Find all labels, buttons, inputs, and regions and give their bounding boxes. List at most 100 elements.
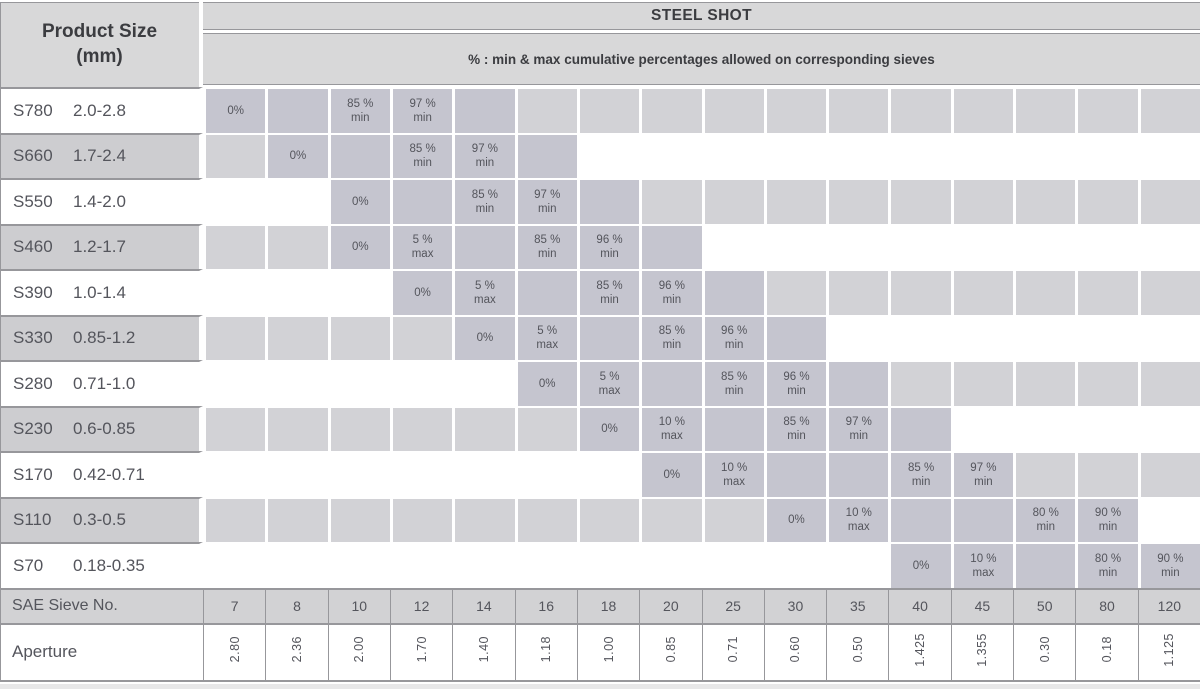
sae-sieve-row-label: SAE Sieve No. bbox=[0, 587, 203, 623]
row-s230: S230 0.6-0.85 0% 10 % max 85 % min 97 % min bbox=[0, 405, 1200, 451]
spec-cell bbox=[327, 496, 390, 542]
aperture-value: 1.125 bbox=[1162, 632, 1177, 667]
spec-cell bbox=[1137, 496, 1200, 542]
header-row-subtitle: % : min & max cumulative percentages all… bbox=[0, 33, 1200, 87]
spec-cell: 80 % min bbox=[1075, 542, 1138, 588]
spec-cell: 0% bbox=[327, 223, 390, 269]
spec-cell: 0% bbox=[327, 178, 390, 224]
spec-cell: 90 % min bbox=[1137, 542, 1200, 588]
spec-cell-line: 0% bbox=[289, 150, 307, 163]
spec-cell-line: 0% bbox=[227, 104, 244, 117]
spec-cell-line: 5 % bbox=[474, 279, 495, 292]
product-code: S780 bbox=[13, 100, 53, 120]
table-title: STEEL SHOT bbox=[203, 0, 1200, 33]
spec-cell bbox=[950, 132, 1014, 178]
product-cell: S230 0.6-0.85 bbox=[0, 405, 203, 451]
spec-cell bbox=[452, 87, 515, 133]
spec-cell-line: min bbox=[974, 475, 993, 488]
sae-sieve-number-cell: 80 bbox=[1075, 587, 1138, 623]
spec-cell-line: max bbox=[723, 475, 746, 488]
product-code: S660 bbox=[13, 146, 53, 166]
spec-cell bbox=[639, 132, 702, 178]
spec-cell-line: 85 % bbox=[783, 416, 810, 429]
spec-cell-line: max bbox=[660, 430, 683, 443]
spec-cell bbox=[826, 223, 889, 269]
spec-cell-line: max bbox=[411, 248, 434, 261]
spec-cell bbox=[950, 178, 1014, 224]
spec-cell bbox=[950, 314, 1014, 360]
spec-cell bbox=[701, 542, 764, 588]
spec-cell-line: min bbox=[413, 111, 432, 124]
spec-cell: 90 % min bbox=[1075, 496, 1138, 542]
spec-cell bbox=[950, 360, 1014, 406]
product-code: S70 bbox=[13, 555, 44, 575]
spec-cell bbox=[576, 542, 640, 588]
spec-cell: 0% bbox=[389, 269, 453, 315]
row-s390: S390 1.0-1.4 0% 5 % max 85 % min 96 % min bbox=[0, 269, 1200, 315]
spec-cell: 96 % min bbox=[639, 269, 702, 315]
spec-cell: 85 % min bbox=[452, 178, 515, 224]
aperture-value-cell: 2.36 bbox=[265, 622, 328, 682]
spec-cell bbox=[514, 87, 577, 133]
spec-cell-line: 96 % bbox=[783, 370, 810, 383]
spec-cell bbox=[763, 178, 827, 224]
spec-cell: 85 % min bbox=[639, 314, 702, 360]
spec-cell bbox=[1075, 87, 1138, 133]
spec-cell bbox=[950, 269, 1014, 315]
spec-cell bbox=[1137, 314, 1200, 360]
spec-cell bbox=[1075, 451, 1138, 497]
spec-cell: 10 % max bbox=[639, 405, 702, 451]
spec-cell-line: 10 % bbox=[845, 507, 872, 520]
spec-cell-line: 97 % bbox=[845, 416, 872, 429]
spec-cell bbox=[389, 451, 453, 497]
spec-cell-line: 85 % bbox=[471, 188, 499, 201]
spec-cell bbox=[389, 314, 453, 360]
product-size-range: 0.85-1.2 bbox=[73, 328, 136, 348]
product-cell: S460 1.2-1.7 bbox=[0, 223, 203, 269]
spec-cell: 96 % min bbox=[576, 223, 640, 269]
product-cell: S170 0.42-0.71 bbox=[0, 451, 203, 497]
spec-cell-line: 90 % bbox=[1094, 507, 1122, 520]
spec-cell bbox=[888, 405, 951, 451]
sae-sieve-number-cell: 18 bbox=[576, 587, 640, 623]
aperture-value: 2.80 bbox=[227, 636, 242, 663]
spec-cell-line: min bbox=[1161, 566, 1180, 579]
spec-cell: 5 % max bbox=[452, 269, 515, 315]
spec-cell: 85 % min bbox=[389, 132, 453, 178]
spec-cell bbox=[327, 405, 390, 451]
aperture-value-cell: 2.00 bbox=[327, 622, 390, 682]
spec-cell-line: 5 % bbox=[599, 370, 620, 383]
spec-cell bbox=[1075, 223, 1138, 269]
spec-cell-line: 0% bbox=[414, 286, 431, 299]
spec-cell bbox=[452, 496, 515, 542]
spec-cell bbox=[639, 496, 702, 542]
row-s550: S550 1.4-2.0 0% 85 % min 97 % min bbox=[0, 178, 1200, 224]
product-size-range: 1.2-1.7 bbox=[73, 237, 126, 257]
aperture-value-cell: 0.60 bbox=[763, 622, 827, 682]
aperture-value-cell: 1.70 bbox=[389, 622, 453, 682]
row-s70: S70 0.18-0.35 0% 10 % max 80 % min 90 % min bbox=[0, 542, 1200, 588]
spec-cell bbox=[514, 496, 577, 542]
spec-cell-line: 96 % bbox=[658, 279, 685, 292]
aperture-value-cell: 1.425 bbox=[888, 622, 951, 682]
aperture-value-cell: 0.50 bbox=[826, 622, 889, 682]
spec-cell bbox=[701, 405, 764, 451]
spec-cell bbox=[639, 178, 702, 224]
spec-cell: 80 % min bbox=[1013, 496, 1076, 542]
spec-cell bbox=[514, 132, 577, 178]
spec-cell bbox=[576, 496, 640, 542]
aperture-value: 0.50 bbox=[850, 636, 865, 663]
aperture-value: 0.60 bbox=[788, 636, 803, 663]
spec-cell bbox=[576, 87, 640, 133]
product-size-range: 0.3-0.5 bbox=[73, 510, 126, 530]
aperture-value-cell: 0.85 bbox=[639, 622, 702, 682]
spec-cell-line: 85 % bbox=[347, 97, 374, 110]
spec-cell: 0% bbox=[514, 360, 577, 406]
spec-cell-line: 80 % bbox=[1094, 552, 1122, 565]
spec-cell bbox=[888, 496, 951, 542]
aperture-value-cell: 1.125 bbox=[1137, 622, 1200, 682]
aperture-value-cell: 1.18 bbox=[514, 622, 577, 682]
product-code: S230 bbox=[13, 419, 53, 439]
spec-cell-line: min bbox=[1098, 521, 1118, 534]
